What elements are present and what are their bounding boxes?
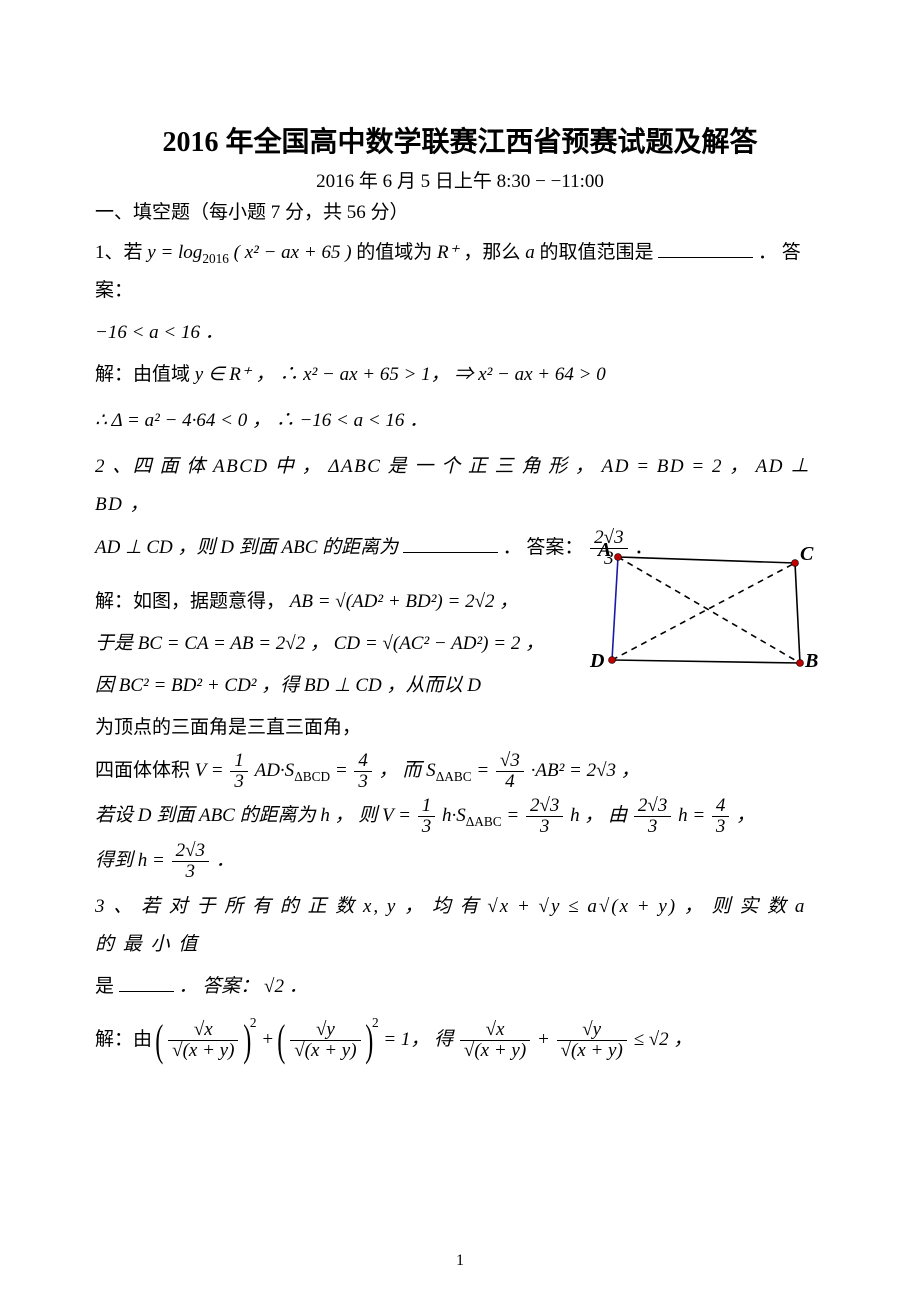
q3sol-plus1: +	[261, 1029, 279, 1050]
q2sol-l6a: 若设 D 到面 ABC 的距离为 h ， 则 V =	[95, 805, 416, 826]
q1-sol-l1b: y ∈ R⁺	[195, 364, 251, 385]
q1-sol-l1a: 解：由值域	[95, 364, 195, 385]
frac-43: 43	[354, 751, 372, 792]
q1-mid3: 的取值范围是	[539, 242, 653, 263]
q2-sol-l5: 四面体体积 V = 13 AD·SΔBCD = 43 ， 而 SΔABC = √…	[95, 751, 825, 792]
frac-5: 2√33	[526, 796, 563, 837]
q3-frac3: √x√(x + y)	[460, 1020, 530, 1061]
q1-mid1: 的值域为	[356, 242, 437, 263]
q3-sol: 解：由 ( √x√(x + y) )2 + ( √y√(x + y) )2 = …	[95, 1010, 825, 1063]
q2sol-l5e: ， 而 SΔABC	[379, 760, 472, 781]
q2sol-l7a: 得到 h =	[95, 850, 170, 871]
q3sol-tail: ≤ √2 ，	[634, 1029, 693, 1050]
q2sol-l5d: =	[335, 760, 353, 781]
q3-l2b: ． 答案： √2 ．	[179, 976, 308, 997]
q2-blank	[403, 552, 498, 553]
q2sol-l7b: ．	[216, 850, 235, 871]
tetrahedron-figure: A C D B	[600, 545, 820, 685]
q2sol-l5a: 四面体体积	[95, 760, 195, 781]
vertex-a-label: A	[598, 539, 611, 562]
q2sol-l6b: h·SΔABC	[442, 805, 502, 826]
q3-line2: 是 ． 答案： √2 ．	[95, 968, 825, 1006]
q1-answer: −16 < a < 16 ．	[95, 314, 825, 352]
q1-sol-l1: 解：由值域 y ∈ R⁺ ， ∴ x² − ax + 65 > 1， ⇒ x² …	[95, 356, 825, 394]
q2sol-l5g: ·AB² = 2√3 ，	[531, 760, 640, 781]
section-heading: 一、填空题（每小题 7 分，共 56 分）	[95, 197, 825, 224]
q2-sol-l7: 得到 h = 2√33 ．	[95, 841, 825, 882]
q3-blank	[119, 991, 174, 992]
q3sol-plus2: +	[537, 1029, 555, 1050]
q2-l1: 2 、四 面 体 ABCD 中 ， ΔABC 是 一 个 正 三 角 形 ， A…	[95, 456, 811, 515]
frac-8: 2√33	[172, 841, 209, 882]
q3sol-pre: 解：由	[95, 1029, 157, 1050]
q1-a: a	[525, 242, 535, 263]
q3-frac2: √y√(x + y)	[290, 1020, 360, 1061]
q2sol-l1a: 解：如图，据题意得，	[95, 591, 290, 612]
frac-6: 2√33	[634, 796, 671, 837]
frac-13b: 13	[418, 796, 436, 837]
q1-arg: ( x² − ax + 65 )	[234, 242, 352, 263]
q2-line1: 2 、四 面 体 ABCD 中 ， ΔABC 是 一 个 正 三 角 形 ， A…	[95, 448, 825, 524]
frac-7: 43	[712, 796, 730, 837]
q1-prefix: 1、若	[95, 242, 147, 263]
rparen-icon-2: )	[366, 1019, 374, 1063]
q1-y: y = log2016	[147, 242, 229, 263]
q2-l2a: AD ⊥ CD ，则 D 到面 ABC 的距离为	[95, 537, 398, 558]
q2-sol-l4: 为顶点的三面角是三直三面角，	[95, 709, 825, 747]
q2sol-l6c: =	[506, 805, 524, 826]
q2-sol-l6: 若设 D 到面 ABC 的距离为 h ， 则 V = 13 h·SΔABC = …	[95, 796, 825, 837]
q3-line1: 3 、 若 对 于 所 有 的 正 数 x, y ， 均 有 √x + √y ≤…	[95, 888, 825, 964]
q1-rplus: R⁺	[437, 242, 459, 263]
q1-sol-l2: ∴ Δ = a² − 4·64 < 0 ， ∴ −16 < a < 16 ．	[95, 402, 825, 440]
q2sol-l6d: h ， 由	[570, 805, 632, 826]
q2-l2b: ． 答案：	[503, 537, 584, 558]
q1-sol-l1c: ， ∴ x² − ax + 65 > 1， ⇒ x² − ax + 64 > 0	[256, 364, 606, 385]
q3sol-eq: = 1， 得	[383, 1029, 458, 1050]
q1-line1: 1、若 y = log2016 ( x² − ax + 65 ) 的值域为 R⁺…	[95, 234, 825, 310]
q2sol-l6f: ，	[736, 805, 755, 826]
frac-13a: 13	[230, 751, 248, 792]
vertex-b-label: B	[805, 650, 818, 673]
lparen-icon: (	[155, 1019, 163, 1063]
q2sol-l5c: AD·SΔBCD	[255, 760, 330, 781]
tetrahedron-svg	[600, 545, 820, 685]
q1-mid2: ，那么	[463, 242, 525, 263]
q2sol-l5f: =	[476, 760, 494, 781]
q2sol-l5b: V =	[195, 760, 229, 781]
page-number: 1	[0, 1252, 920, 1270]
q3-frac4: √y√(x + y)	[557, 1020, 627, 1061]
q3-frac1: √x√(x + y)	[168, 1020, 238, 1061]
page-title: 2016 年全国高中数学联赛江西省预赛试题及解答	[95, 120, 825, 160]
lparen-icon-2: (	[277, 1019, 285, 1063]
frac-r34: √34	[496, 751, 524, 792]
exam-datetime: 2016 年 6 月 5 日上午 8:30 − −11:00	[95, 166, 825, 193]
q3-l2a: 是	[95, 976, 114, 997]
q2sol-l6e: h =	[678, 805, 710, 826]
vertex-d-label: D	[590, 650, 604, 673]
rparen-icon: )	[244, 1019, 252, 1063]
q1-blank	[658, 257, 753, 258]
q2sol-l1b: AB = √(AD² + BD²) = 2√2 ，	[290, 591, 518, 612]
vertex-c-label: C	[800, 543, 813, 566]
